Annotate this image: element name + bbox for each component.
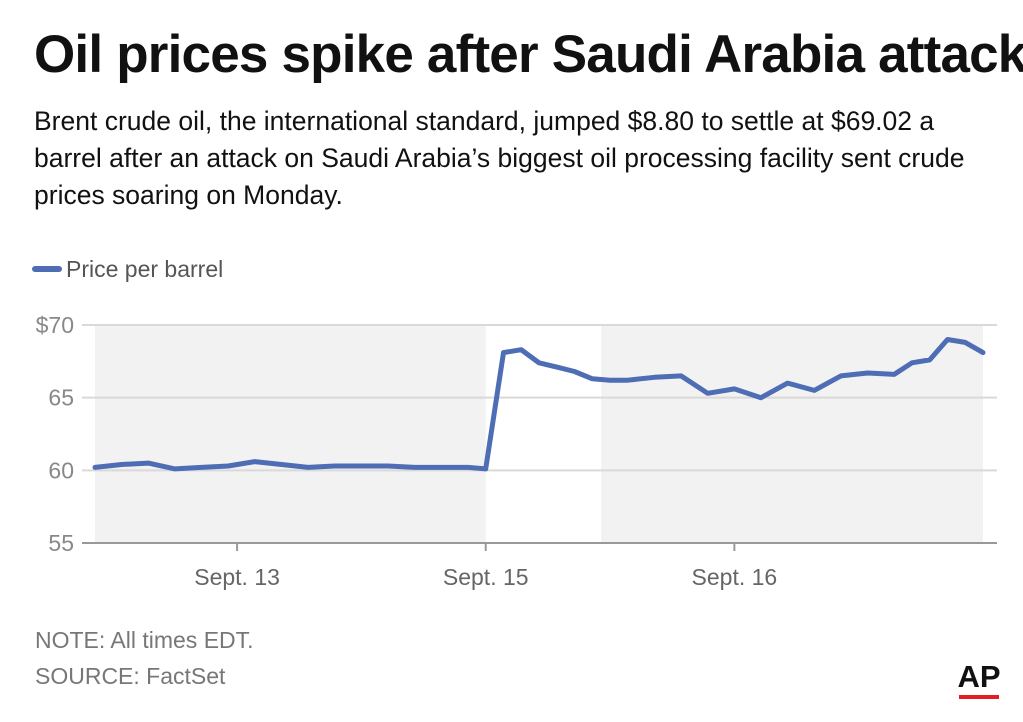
x-tick-label-0: Sept. 13 bbox=[194, 564, 280, 590]
x-tick-label-2: Sept. 16 bbox=[692, 564, 778, 590]
ap-logo-text: AP bbox=[957, 659, 1000, 694]
note-text: NOTE: All times EDT. bbox=[35, 627, 254, 653]
line-chart: 55 60 65 $70 Sept. 13 Sept. 15 Sept. 16 bbox=[36, 312, 997, 590]
source-text: SOURCE: FactSet bbox=[35, 663, 226, 689]
chart-subtitle: Brent crude oil, the international stand… bbox=[34, 106, 965, 210]
x-tick-label-1: Sept. 15 bbox=[443, 564, 529, 590]
y-tick-label-2: 65 bbox=[48, 385, 74, 411]
chart-title: Oil prices spike after Saudi Arabia atta… bbox=[34, 25, 1023, 84]
series-line-0 bbox=[92, 337, 986, 472]
session-band-0 bbox=[95, 325, 486, 543]
ap-logo-bar bbox=[959, 695, 999, 699]
legend: Price per barrel bbox=[32, 254, 223, 284]
y-tick-label-1: 60 bbox=[48, 457, 74, 483]
legend-swatch bbox=[32, 266, 62, 272]
y-tick-label-0: 55 bbox=[48, 530, 74, 556]
legend-label: Price per barrel bbox=[66, 255, 224, 282]
session-band-1 bbox=[601, 325, 983, 543]
ap-logo: AP bbox=[957, 659, 1001, 699]
y-tick-label-3: $70 bbox=[36, 312, 74, 338]
